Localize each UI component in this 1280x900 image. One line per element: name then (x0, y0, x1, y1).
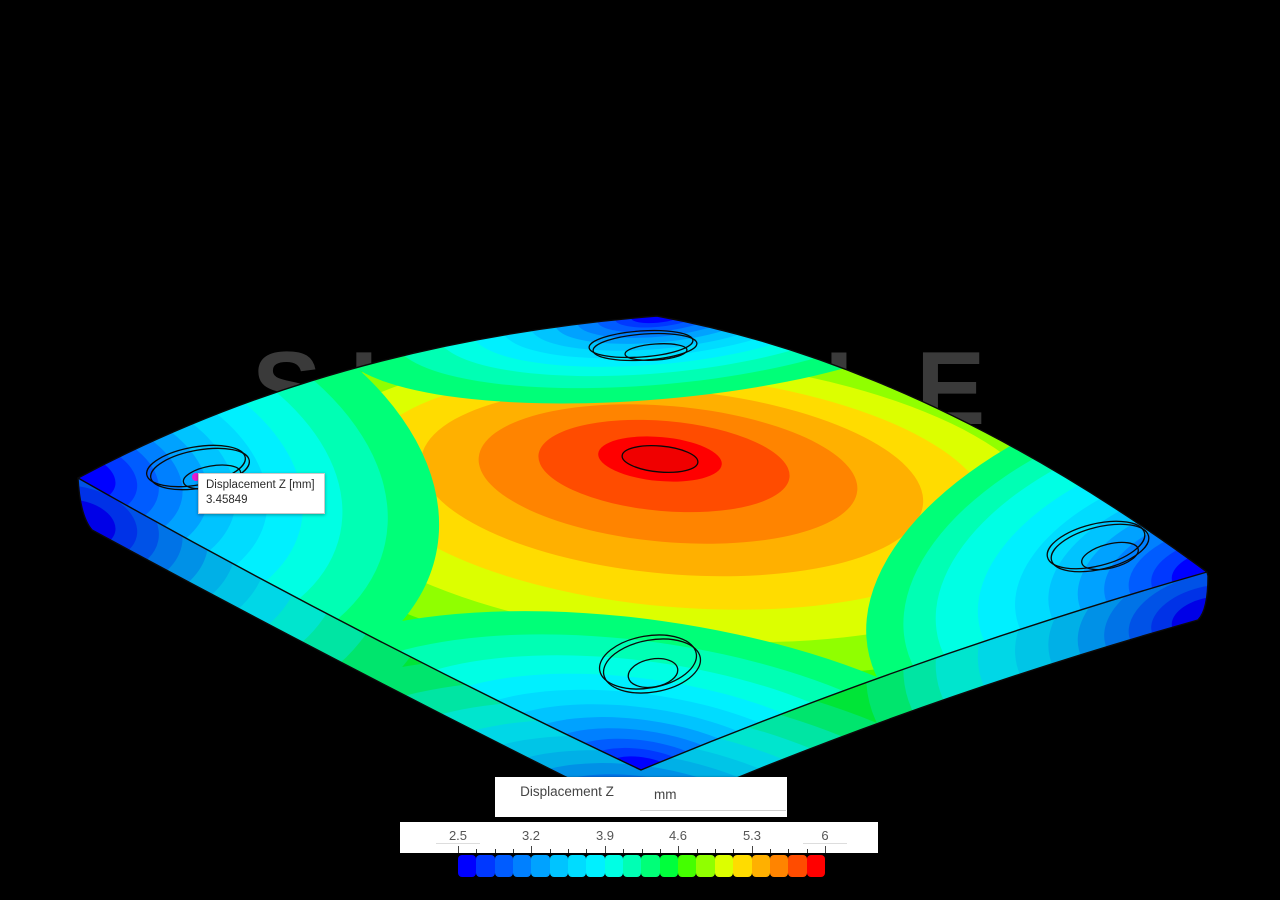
colorbar-minor-tick (586, 849, 588, 853)
colorbar-minor-tick (788, 849, 790, 853)
colorbar-segment (769, 855, 789, 877)
legend-min-field[interactable]: 2.5 (436, 828, 480, 844)
colorbar-major-tick (752, 846, 753, 853)
colorbar-minor-tick (659, 849, 661, 853)
colorbar-segment (586, 855, 605, 877)
colorbar-tick-label: 3.9 (595, 828, 615, 843)
colorbar-segment (494, 855, 514, 877)
max-displacement-contour (621, 444, 699, 474)
probe-tooltip-label: Displacement Z [mm] (206, 479, 315, 491)
colorbar-major-tick (605, 846, 606, 853)
colorbar-tick-label: 4.6 (668, 828, 688, 843)
colorbar-minor-tick (549, 849, 551, 853)
colorbar-minor-tick (513, 849, 515, 853)
legend-ticks-box: 2.5 3.2 3.9 4.6 5.3 6 (400, 822, 878, 853)
colorbar-segment (714, 855, 734, 877)
legend-max-field[interactable]: 6 (803, 828, 847, 844)
colorbar-tick-label: 5.3 (742, 828, 762, 843)
colorbar-minor-tick (696, 849, 698, 853)
colorbar-segment (623, 855, 642, 877)
colorbar-segment (476, 855, 495, 877)
colorbar-segment (531, 855, 550, 877)
colorbar-segment (568, 855, 587, 877)
colorbar-segment (696, 855, 715, 877)
bolt-holes (145, 329, 1150, 694)
legend-field-box: Displacement Z mm (495, 777, 787, 817)
colorbar-major-tick (678, 846, 679, 853)
colorbar-minor-tick (623, 849, 625, 853)
colorbar-segment (788, 855, 807, 877)
colorbar-major-tick (825, 846, 826, 853)
colorbar-minor-tick (714, 849, 716, 853)
colorbar-major-tick (531, 846, 532, 853)
legend-unit-select[interactable]: mm (640, 784, 786, 811)
colorbar-segment (641, 855, 660, 877)
colorbar-minor-tick (568, 849, 570, 853)
colorbar-major-tick (458, 846, 459, 853)
colorbar-minor-tick (733, 849, 735, 853)
colorbar-minor-tick (806, 849, 808, 853)
colorbar-minor-tick (494, 849, 496, 853)
colorbar-segment (513, 855, 532, 877)
colorbar-segment (604, 855, 624, 877)
colorbar-segment (733, 855, 752, 877)
colorbar-segment (458, 855, 477, 877)
colorbar-tick-label: 3.2 (521, 828, 541, 843)
colorbar-minor-tick (769, 849, 771, 853)
colorbar-segment (806, 855, 825, 877)
probe-tooltip: Displacement Z [mm] 3.45849 (198, 473, 325, 514)
colorbar-minor-tick (476, 849, 478, 853)
colorbar (458, 855, 825, 877)
colorbar-segment (678, 855, 697, 877)
colorbar-minor-tick (641, 849, 643, 853)
colorbar-segment (549, 855, 569, 877)
colorbar-segment (751, 855, 770, 877)
legend-field-label: Displacement Z (520, 784, 614, 799)
colorbar-segment (659, 855, 679, 877)
probe-tooltip-value: 3.45849 (206, 494, 248, 506)
